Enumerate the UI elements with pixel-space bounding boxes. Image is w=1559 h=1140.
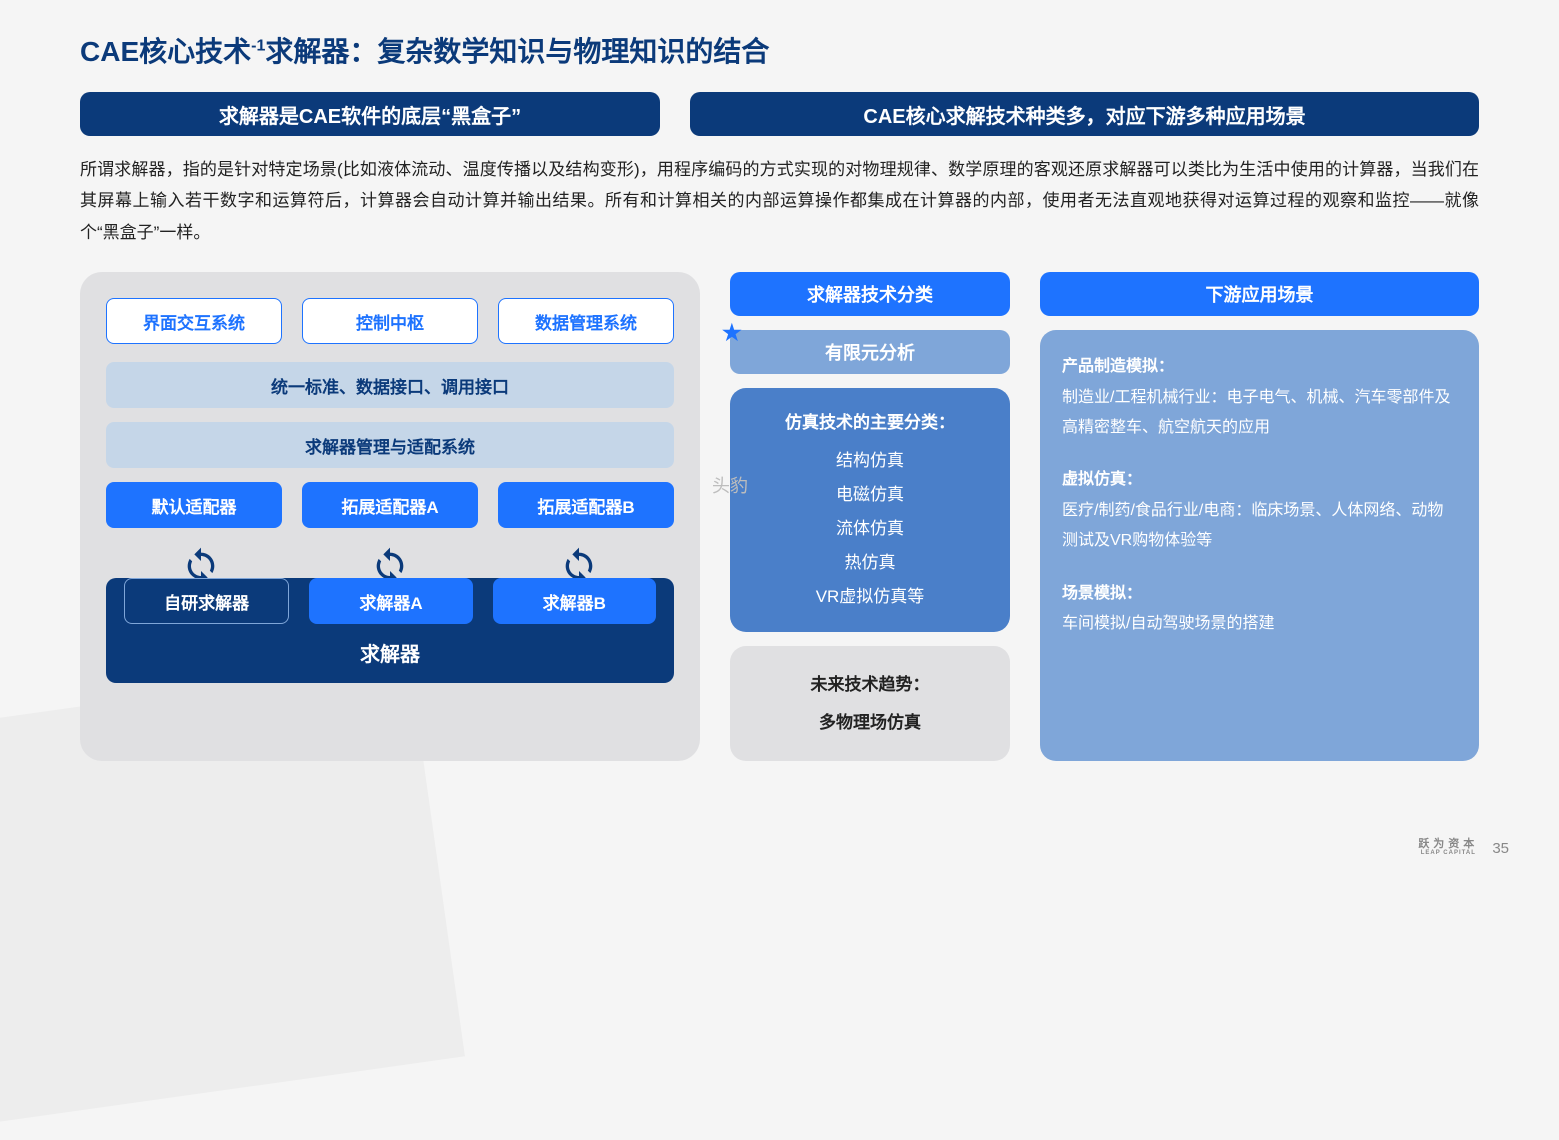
footer: 跃为资本 LEAP CAPITAL 35	[1418, 838, 1509, 857]
arch-box-control: 控制中枢	[302, 298, 478, 344]
arch-top-row: 界面交互系统 控制中枢 数据管理系统	[106, 298, 674, 344]
trend-body: 多物理场仿真	[744, 704, 996, 741]
fem-pill: ★ 有限元分析	[730, 330, 1010, 374]
scene-sec3-body: 车间模拟/自动驾驶场景的搭建	[1062, 609, 1457, 639]
main-row: 界面交互系统 控制中枢 数据管理系统 统一标准、数据接口、调用接口 求解器管理与…	[80, 272, 1479, 761]
sim-header: 仿真技术的主要分类：	[744, 406, 996, 440]
trend-card: 未来技术趋势： 多物理场仿真	[730, 646, 1010, 761]
page-number: 35	[1492, 840, 1509, 857]
arch-box-data: 数据管理系统	[498, 298, 674, 344]
right-panel: 下游应用场景 产品制造模拟： 制造业/工程机械行业：电子电气、机械、汽车零部件及…	[1040, 272, 1479, 761]
scene-sec3-title: 场景模拟：	[1062, 579, 1457, 609]
trend-header: 未来技术趋势：	[744, 666, 996, 703]
title-sup: -1	[251, 38, 265, 55]
scene-sec2-body: 医疗/制药/食品行业/电商：临床场景、人体网络、动物测试及VR购物体验等	[1062, 496, 1457, 557]
header-left-pill: 求解器是CAE软件的底层“黑盒子”	[80, 92, 660, 136]
simulation-card: 仿真技术的主要分类： 结构仿真 电磁仿真 流体仿真 热仿真 VR虚拟仿真等	[730, 388, 1010, 632]
mid-panel: 求解器技术分类 ★ 有限元分析 仿真技术的主要分类： 结构仿真 电磁仿真 流体仿…	[730, 272, 1010, 761]
footer-logo-en: LEAP CAPITAL	[1418, 850, 1478, 857]
architecture-panel: 界面交互系统 控制中枢 数据管理系统 统一标准、数据接口、调用接口 求解器管理与…	[80, 272, 700, 761]
arch-solver-base: 自研求解器 求解器A 求解器B 求解器	[106, 578, 674, 683]
scene-sec2-title: 虚拟仿真：	[1062, 465, 1457, 495]
arch-solver-self: 自研求解器	[124, 578, 289, 624]
scene-sec1-title: 产品制造模拟：	[1062, 352, 1457, 382]
description-paragraph: 所谓求解器，指的是针对特定场景(比如液体流动、温度传播以及结构变形)，用程序编码…	[80, 154, 1479, 248]
star-icon: ★	[722, 320, 742, 346]
footer-logo: 跃为资本 LEAP CAPITAL	[1418, 838, 1478, 857]
title-pre: CAE核心技术	[80, 36, 251, 67]
arch-mid-manager: 求解器管理与适配系统	[106, 422, 674, 468]
downstream-title: 下游应用场景	[1040, 272, 1479, 316]
sim-item: 热仿真	[744, 546, 996, 580]
arch-adapter-b: 拓展适配器B	[498, 482, 674, 528]
header-row: 求解器是CAE软件的底层“黑盒子” CAE核心求解技术种类多，对应下游多种应用场…	[80, 92, 1479, 136]
arch-adapter-a: 拓展适配器A	[302, 482, 478, 528]
arch-solver-a: 求解器A	[309, 578, 472, 624]
watermark: 头豹	[712, 472, 748, 498]
arch-adapter-default: 默认适配器	[106, 482, 282, 528]
solver-category-title: 求解器技术分类	[730, 272, 1010, 316]
header-right-pill: CAE核心求解技术种类多，对应下游多种应用场景	[690, 92, 1479, 136]
sim-item: 结构仿真	[744, 444, 996, 478]
sim-item: 电磁仿真	[744, 478, 996, 512]
scene-card: 产品制造模拟： 制造业/工程机械行业：电子电气、机械、汽车零部件及高精密整车、航…	[1040, 330, 1479, 761]
arch-solver-b: 求解器B	[493, 578, 656, 624]
arch-box-ui: 界面交互系统	[106, 298, 282, 344]
arch-solver-label: 求解器	[106, 638, 674, 667]
fem-label: 有限元分析	[825, 339, 915, 365]
arch-adapter-row: 默认适配器 拓展适配器A 拓展适配器B	[106, 482, 674, 528]
sim-item: 流体仿真	[744, 512, 996, 546]
scene-sec1-body: 制造业/工程机械行业：电子电气、机械、汽车零部件及高精密整车、航空航天的应用	[1062, 383, 1457, 444]
page-title: CAE核心技术-1求解器：复杂数学知识与物理知识的结合	[80, 30, 1479, 70]
title-post: 求解器：复杂数学知识与物理知识的结合	[265, 36, 769, 67]
sim-item: VR虚拟仿真等	[744, 580, 996, 614]
footer-logo-cn: 跃为资本	[1418, 838, 1478, 850]
arch-mid-interface: 统一标准、数据接口、调用接口	[106, 362, 674, 408]
